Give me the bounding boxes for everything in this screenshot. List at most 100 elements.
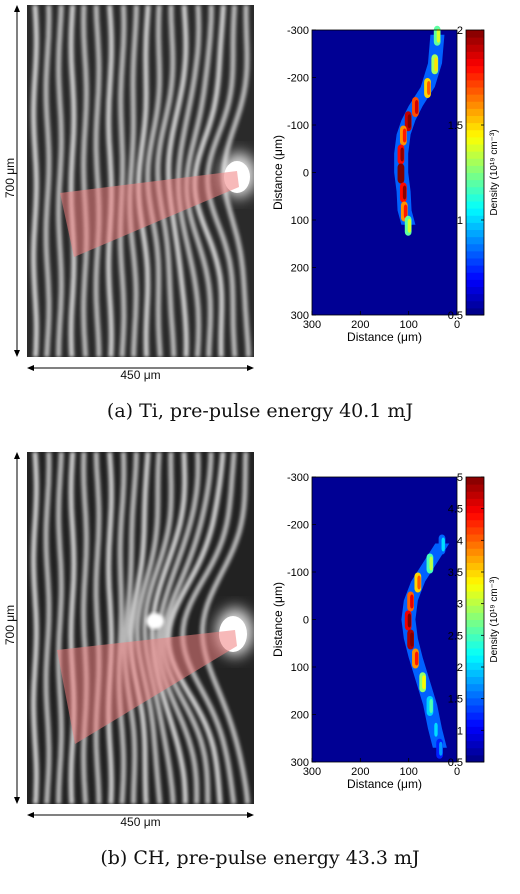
colorbar-segment bbox=[466, 733, 484, 742]
colorbar-tick-label: 4.5 bbox=[448, 504, 463, 516]
y-tick-label: -100 bbox=[287, 120, 309, 132]
colorbar-tick-label: 2 bbox=[457, 25, 463, 37]
y-tick-label: 100 bbox=[291, 662, 309, 674]
colorbar-segment bbox=[466, 683, 484, 692]
colorbar-segment bbox=[466, 484, 484, 492]
colorbar-segment bbox=[466, 747, 484, 756]
colorbar-segment bbox=[466, 279, 484, 287]
colorbar-segment bbox=[466, 655, 484, 663]
colorbar-segment bbox=[466, 222, 484, 230]
colorbar-segment bbox=[466, 548, 484, 556]
colorbar-label: Density (10¹⁹ cm⁻³) bbox=[489, 576, 500, 662]
density-map-a: -300 -200 -100 0 100 200 300 300 200 100 0 Distance… bbox=[270, 0, 520, 360]
colorbar-segment bbox=[466, 236, 484, 245]
caption-a: (a) Ti, pre-pulse energy 40.1 mJ bbox=[106, 400, 414, 422]
colorbar-segment bbox=[466, 569, 484, 578]
colorbar-segment bbox=[466, 243, 484, 252]
colorbar-tick-label: 0.5 bbox=[448, 310, 463, 322]
colorbar-segment bbox=[466, 65, 484, 74]
interferogram-image bbox=[27, 452, 254, 804]
colorbar-segment bbox=[466, 526, 484, 535]
y-tick-label: 0 bbox=[303, 168, 309, 180]
colorbar-segment bbox=[466, 158, 484, 166]
colorbar-segment bbox=[466, 690, 484, 699]
density-peak-cell bbox=[407, 613, 412, 628]
density-front-outer bbox=[394, 34, 445, 225]
colorbar-segment bbox=[466, 633, 484, 642]
density-peak-cell bbox=[407, 218, 412, 233]
density-peak-cell bbox=[422, 675, 426, 690]
colorbar-segment bbox=[466, 505, 484, 514]
colorbar-segment bbox=[466, 44, 484, 52]
figure-panel-a: 700 μm 450 μm - bbox=[0, 0, 520, 422]
colorbar-segment bbox=[466, 541, 484, 549]
y-tick-label: -200 bbox=[287, 520, 309, 532]
colorbar-tick-label: 2.5 bbox=[448, 630, 463, 642]
x-tick-label: 200 bbox=[351, 319, 369, 331]
colorbar-tick-label: 1.5 bbox=[448, 120, 463, 132]
colorbar-segment bbox=[466, 151, 484, 159]
colorbar-segment bbox=[466, 534, 484, 542]
colorbar-segment bbox=[466, 491, 484, 499]
x-axis-label: Distance (μm) bbox=[347, 777, 422, 791]
width-label: 450 μm bbox=[120, 815, 161, 829]
density-peak-cell bbox=[400, 166, 404, 181]
colorbar-segment bbox=[466, 229, 484, 238]
colorbar-segment bbox=[466, 30, 484, 38]
colorbar-frame bbox=[465, 476, 485, 763]
colorbar-segment bbox=[466, 37, 484, 45]
colorbar-segment bbox=[466, 94, 484, 102]
x-tick-label: 300 bbox=[303, 319, 321, 331]
x-tick-label: 0 bbox=[454, 319, 460, 331]
density-peak-cell bbox=[402, 185, 407, 200]
colorbar-segment bbox=[466, 662, 484, 670]
y-axis-label: Distance (μm) bbox=[271, 582, 285, 657]
colorbar-segment bbox=[466, 215, 484, 223]
y-tick-label: -300 bbox=[287, 25, 309, 37]
colorbar-tick-label: 2 bbox=[457, 662, 463, 674]
colorbar-segment bbox=[466, 87, 484, 95]
x-tick-label: 100 bbox=[399, 766, 417, 778]
laser-beam-overlay bbox=[60, 171, 239, 257]
colorbar-segment bbox=[466, 712, 484, 720]
colorbar-segment bbox=[466, 640, 484, 649]
colorbar-segment bbox=[466, 122, 484, 131]
colorbar-segment bbox=[466, 576, 484, 585]
colorbar-segment bbox=[466, 669, 484, 677]
colorbar-segment bbox=[466, 705, 484, 713]
colorbar-segment bbox=[466, 144, 484, 152]
colorbar-tick-label: 5 bbox=[457, 472, 463, 484]
height-label: 700 μm bbox=[3, 604, 17, 646]
density-peak-cell bbox=[410, 594, 414, 609]
y-tick-label: -200 bbox=[287, 73, 309, 85]
colorbar-segment bbox=[466, 754, 484, 763]
colorbar-segment bbox=[466, 179, 484, 188]
height-dimension: 700 μm bbox=[0, 5, 27, 357]
density-peak-cell bbox=[407, 114, 412, 129]
colorbar-tick-label: 1.5 bbox=[448, 694, 463, 706]
colorbar-segment bbox=[466, 165, 484, 173]
height-dimension: 700 μm bbox=[0, 452, 27, 804]
colorbar-segment bbox=[466, 193, 484, 202]
colorbar-segment bbox=[466, 512, 484, 521]
colorbar-segment bbox=[466, 108, 484, 116]
colorbar-segment bbox=[466, 562, 484, 571]
y-tick-label: 0 bbox=[303, 615, 309, 627]
density-peak-cell bbox=[400, 147, 404, 162]
colorbar-segment bbox=[466, 201, 484, 209]
colorbar-segment bbox=[466, 136, 484, 145]
x-tick-label: 100 bbox=[399, 319, 417, 331]
y-tick-label: -300 bbox=[287, 472, 309, 484]
colorbar-segment bbox=[466, 740, 484, 749]
colorbar-tick-label: 1 bbox=[457, 725, 463, 737]
density-peak-cell bbox=[429, 699, 433, 713]
density-map-b: -300 -200 -100 0 100 200 300 300 200 100 0 Distance… bbox=[270, 447, 520, 807]
colorbar-segment bbox=[466, 477, 484, 485]
colorbar-segment bbox=[466, 719, 484, 727]
colorbar-segment bbox=[466, 519, 484, 528]
x-tick-label: 300 bbox=[303, 766, 321, 778]
colorbar-segment bbox=[466, 115, 484, 124]
colorbar-label: Density (10¹⁹ cm⁻³) bbox=[489, 129, 500, 215]
colorbar-segment bbox=[466, 58, 484, 67]
y-axis-label: Distance (μm) bbox=[271, 135, 285, 210]
